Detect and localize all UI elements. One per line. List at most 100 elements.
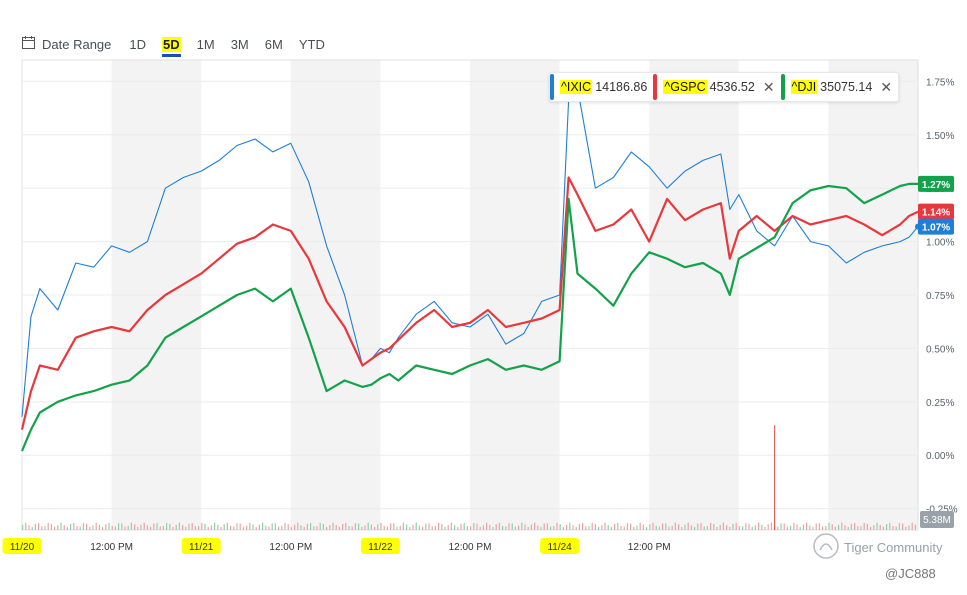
volume-bar: [636, 525, 638, 530]
volume-bar: [639, 522, 641, 530]
volume-bar: [585, 526, 587, 530]
volume-bar: [66, 526, 68, 530]
last-value-label: 1.27%: [922, 180, 950, 191]
x-tick-label: 12:00 PM: [269, 542, 312, 553]
volume-bar: [351, 526, 353, 530]
volume-bar: [41, 526, 43, 530]
volume-bar: [534, 522, 536, 530]
range-ytd[interactable]: YTD: [298, 36, 325, 52]
volume-bar: [767, 524, 769, 530]
legend-value: 14186.86: [595, 80, 648, 94]
y-tick-label: 1.75%: [926, 77, 954, 88]
volume-bar: [710, 522, 712, 530]
volume-bar: [134, 524, 136, 530]
date-range-button[interactable]: Date Range: [22, 34, 111, 54]
volume-bar: [732, 523, 734, 530]
volume-bar: [294, 524, 296, 530]
volume-bar: [796, 524, 798, 530]
volume-bar: [838, 524, 840, 530]
range-1m[interactable]: 1M: [196, 36, 215, 52]
volume-bar: [745, 523, 747, 530]
volume-bar: [326, 526, 328, 530]
volume-bar: [310, 523, 312, 530]
volume-bar: [604, 522, 606, 530]
volume-bar: [476, 523, 478, 530]
volume-bar: [537, 525, 539, 530]
volume-bar: [303, 526, 305, 530]
volume-bar: [297, 522, 299, 530]
volume-bar: [399, 525, 401, 530]
volume-bar: [665, 523, 667, 530]
volume-bar: [162, 526, 164, 530]
volume-bar: [44, 526, 46, 530]
volume-bar: [713, 524, 715, 530]
volume-bar: [489, 524, 491, 530]
volume-bar: [607, 524, 609, 530]
volume-bar: [406, 524, 408, 530]
volume-bar: [518, 525, 520, 530]
volume-bar: [889, 522, 891, 530]
volume-bar: [617, 522, 619, 530]
y-tick-label: 1.50%: [926, 131, 954, 142]
watermark-text: Tiger Community: [844, 540, 943, 555]
volume-bar: [633, 526, 635, 530]
close-icon[interactable]: ✕: [762, 78, 775, 95]
volume-bar: [265, 525, 267, 530]
volume-bar: [860, 526, 862, 530]
volume-bar: [847, 526, 849, 530]
volume-bar: [649, 524, 651, 530]
volume-bar: [422, 526, 424, 530]
volume-bar: [50, 523, 52, 530]
volume-bar: [230, 525, 232, 530]
volume-bar: [118, 523, 120, 530]
volume-bar: [556, 522, 558, 530]
volume-bar: [316, 526, 318, 530]
volume-bar: [380, 522, 382, 530]
volume-bar: [348, 526, 350, 530]
close-icon[interactable]: ✕: [880, 78, 893, 95]
series-line-dji: [20, 182, 918, 452]
volume-bar: [191, 522, 193, 530]
volume-bar: [57, 525, 59, 530]
range-6m[interactable]: 6M: [264, 36, 283, 52]
volume-bar: [486, 522, 488, 530]
volume-bar: [367, 522, 369, 530]
volume-bar: [150, 526, 152, 530]
volume-bar: [905, 526, 907, 530]
volume-bar: [102, 526, 104, 530]
legend-gspc[interactable]: ^GSPC 4536.52 ✕: [653, 74, 780, 100]
volume-bar: [553, 525, 555, 530]
last-value-dot: [915, 223, 921, 230]
volume-bar: [121, 523, 123, 530]
volume-bar: [793, 522, 795, 530]
volume-bar: [335, 525, 337, 530]
legend-dji[interactable]: ^DJI 35075.14 ✕: [780, 74, 899, 100]
volume-bar: [754, 525, 756, 530]
volume-bar: [143, 522, 145, 530]
range-3m[interactable]: 3M: [230, 36, 249, 52]
tiger-logo-icon: [812, 532, 840, 563]
volume-bar: [828, 522, 830, 530]
volume-bar: [514, 526, 516, 530]
volume-bar: [495, 524, 497, 530]
volume-bar: [374, 526, 376, 530]
volume-bar: [70, 524, 72, 530]
volume-bar: [502, 525, 504, 530]
volume-bar: [220, 526, 222, 530]
volume-bar: [681, 526, 683, 530]
volume-bar: [546, 523, 548, 530]
x-tick-label: 11/20: [10, 542, 35, 553]
range-1d[interactable]: 1D: [129, 36, 147, 52]
volume-bar: [726, 525, 728, 530]
legend-ixic[interactable]: ^IXIC 14186.86: [550, 74, 653, 100]
volume-bar: [527, 526, 529, 530]
volume-bar: [156, 523, 158, 530]
volume-bar: [370, 524, 372, 530]
volume-bar: [460, 523, 462, 530]
volume-bar: [281, 525, 283, 530]
range-5d[interactable]: 5D: [162, 36, 181, 57]
volume-bar: [332, 522, 334, 530]
volume-bar: [466, 526, 468, 530]
volume-bar: [358, 523, 360, 530]
